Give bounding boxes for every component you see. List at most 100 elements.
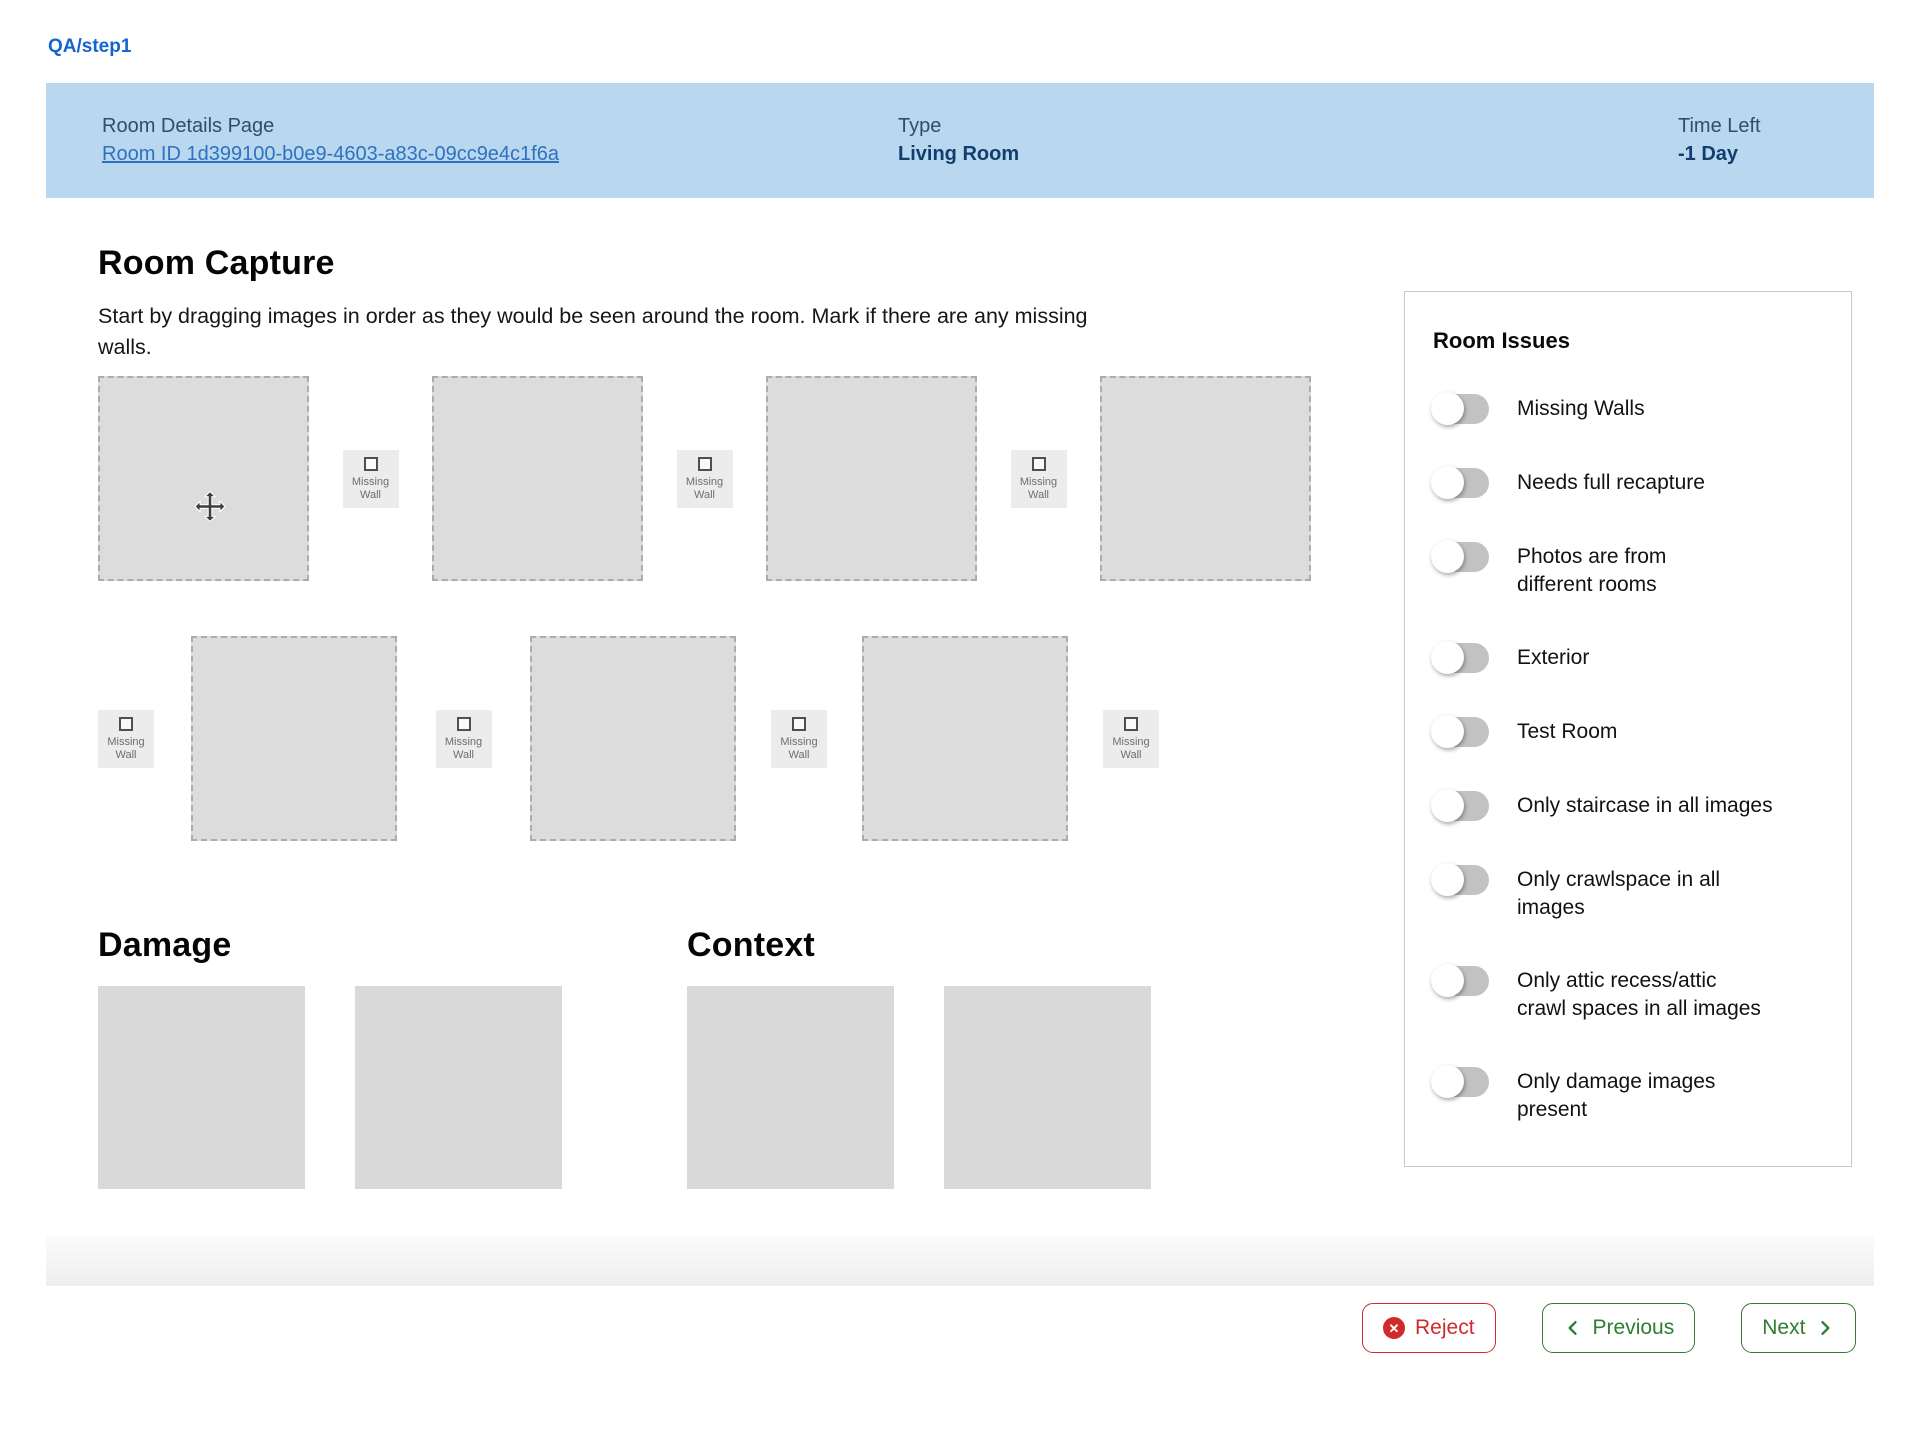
toggle-label: Needs full recapture	[1517, 471, 1705, 494]
reject-button[interactable]: ✕ Reject	[1362, 1303, 1496, 1353]
toggle-label: Test Room	[1517, 720, 1618, 743]
toggle-knob	[1431, 715, 1464, 748]
context-image-slot[interactable]	[944, 986, 1151, 1189]
toggle-needs-full-recapture[interactable]	[1431, 466, 1489, 499]
toggle-knob	[1431, 789, 1464, 822]
toggle-only-damage[interactable]	[1431, 1065, 1489, 1098]
toggle-label: Exterior	[1517, 646, 1590, 669]
issue-row-missing-walls: Missing Walls	[1431, 392, 1823, 425]
slot-gap: Missing Wall	[736, 709, 862, 768]
missing-wall-chip-label: Missing Wall	[351, 475, 390, 501]
missing-wall-chip[interactable]: Missing Wall	[1103, 709, 1159, 768]
issue-row-needs-full-recapture: Needs full recapture	[1431, 466, 1823, 499]
toggle-label: Missing Walls	[1517, 397, 1645, 420]
issue-row-exterior: Exterior	[1431, 641, 1823, 674]
toggle-label: Only crawlspace in all images	[1517, 868, 1721, 919]
checkbox-icon[interactable]	[792, 716, 806, 731]
footer-actions: ✕ Reject Previous Next	[1362, 1303, 1857, 1353]
missing-wall-chip[interactable]: Missing Wall	[435, 709, 492, 768]
issue-row-only-crawlspace: Only crawlspace in all images	[1431, 863, 1823, 922]
toggle-knob	[1431, 964, 1464, 997]
toggle-only-staircase[interactable]	[1431, 789, 1489, 822]
context-section: Context	[687, 926, 1151, 1189]
header-room-column: Room Details Page Room ID 1d399100-b0e9-…	[102, 112, 559, 168]
chevron-left-icon	[1568, 1321, 1577, 1335]
image-drop-slot[interactable]	[432, 376, 643, 581]
checkbox-icon[interactable]	[119, 716, 133, 731]
toggle-knob	[1431, 1065, 1464, 1098]
room-issues-heading: Room Issues	[1433, 328, 1570, 353]
image-drop-slot[interactable]	[191, 636, 397, 841]
toggle-only-attic[interactable]	[1431, 964, 1489, 997]
damage-image-slot[interactable]	[98, 986, 305, 1189]
header-time-column: Time Left -1 Day	[1678, 112, 1761, 168]
toggle-knob	[1431, 540, 1464, 573]
damage-image-slot[interactable]	[355, 986, 562, 1189]
image-drop-slot[interactable]	[1100, 376, 1311, 581]
page-title: Room Capture	[98, 244, 335, 282]
move-cursor-icon	[194, 490, 226, 523]
header-type-column: Type Living Room	[898, 112, 1019, 168]
context-image-slot[interactable]	[687, 986, 894, 1189]
toggle-missing-walls[interactable]	[1431, 392, 1489, 425]
x-circle-icon: ✕	[1383, 1317, 1405, 1339]
chevron-right-icon	[1821, 1321, 1830, 1335]
time-left-label: Time Left	[1678, 115, 1761, 137]
slot-gap: Missing Wall	[309, 449, 432, 508]
next-button[interactable]: Next	[1741, 1303, 1857, 1353]
missing-wall-chip-label: Missing Wall	[685, 475, 724, 501]
toggle-label: Only attic recess/attic crawl spaces in …	[1517, 969, 1761, 1020]
reject-button-label: Reject	[1415, 1316, 1475, 1339]
capture-row-1: Missing Wall Missing Wall Missing Wall	[98, 376, 1311, 581]
checkbox-icon[interactable]	[363, 456, 378, 471]
toggle-knob	[1431, 392, 1464, 425]
toggle-label: Photos are from different rooms	[1517, 545, 1667, 596]
image-drop-slot[interactable]	[530, 636, 736, 841]
missing-wall-chip[interactable]: Missing Wall	[676, 449, 733, 508]
missing-wall-chip[interactable]: Missing Wall	[1010, 449, 1067, 508]
toggle-test-room[interactable]	[1431, 715, 1489, 748]
slot-gap: Missing Wall	[643, 449, 766, 508]
checkbox-icon[interactable]	[1124, 716, 1138, 731]
room-issues-panel: Room Issues Missing Walls Needs full rec…	[1404, 291, 1852, 1167]
image-drop-slot[interactable]	[862, 636, 1068, 841]
checkbox-icon[interactable]	[1031, 456, 1046, 471]
image-drop-slot[interactable]	[98, 376, 309, 581]
breadcrumb[interactable]: QA/step1	[48, 36, 132, 57]
missing-wall-chip-label: Missing Wall	[1112, 735, 1150, 761]
room-details-header: Room Details Page Room ID 1d399100-b0e9-…	[46, 83, 1874, 198]
issue-row-only-staircase: Only staircase in all images	[1431, 789, 1823, 822]
toggle-label: Only damage images present	[1517, 1070, 1716, 1121]
capture-row-2: Missing Wall Missing Wall Missing Wall M…	[98, 636, 1159, 841]
slot-gap: Missing Wall	[397, 709, 530, 768]
scroll-fade-band	[46, 1236, 1874, 1286]
issue-row-only-damage: Only damage images present	[1431, 1065, 1823, 1124]
checkbox-icon[interactable]	[456, 716, 471, 731]
toggle-knob	[1431, 863, 1464, 896]
next-button-label: Next	[1762, 1316, 1806, 1339]
toggle-knob	[1431, 641, 1464, 674]
type-label: Type	[898, 115, 942, 137]
missing-wall-chip[interactable]: Missing Wall	[342, 449, 399, 508]
missing-wall-chip[interactable]: Missing Wall	[98, 709, 154, 768]
toggle-knob	[1431, 466, 1464, 499]
time-left-value: -1 Day	[1678, 143, 1739, 165]
damage-images-row	[98, 986, 562, 1189]
missing-wall-chip-label: Missing Wall	[107, 735, 145, 761]
room-id-link[interactable]: Room ID 1d399100-b0e9-4603-a83c-09cc9e4c…	[102, 143, 559, 165]
missing-wall-chip-label: Missing Wall	[780, 735, 818, 761]
checkbox-icon[interactable]	[697, 456, 712, 471]
image-drop-slot[interactable]	[766, 376, 977, 581]
missing-wall-chip[interactable]: Missing Wall	[771, 709, 827, 768]
damage-section: Damage	[98, 926, 562, 1189]
previous-button[interactable]: Previous	[1541, 1303, 1696, 1353]
toggle-exterior[interactable]	[1431, 641, 1489, 674]
instructions-text: Start by dragging images in order as the…	[98, 304, 1088, 359]
toggle-only-crawlspace[interactable]	[1431, 863, 1489, 896]
missing-wall-chip-label: Missing Wall	[444, 735, 483, 761]
issue-row-test-room: Test Room	[1431, 715, 1823, 748]
toggle-photos-different-rooms[interactable]	[1431, 540, 1489, 573]
missing-wall-chip-label: Missing Wall	[1019, 475, 1058, 501]
room-details-title: Room Details Page	[102, 115, 275, 137]
